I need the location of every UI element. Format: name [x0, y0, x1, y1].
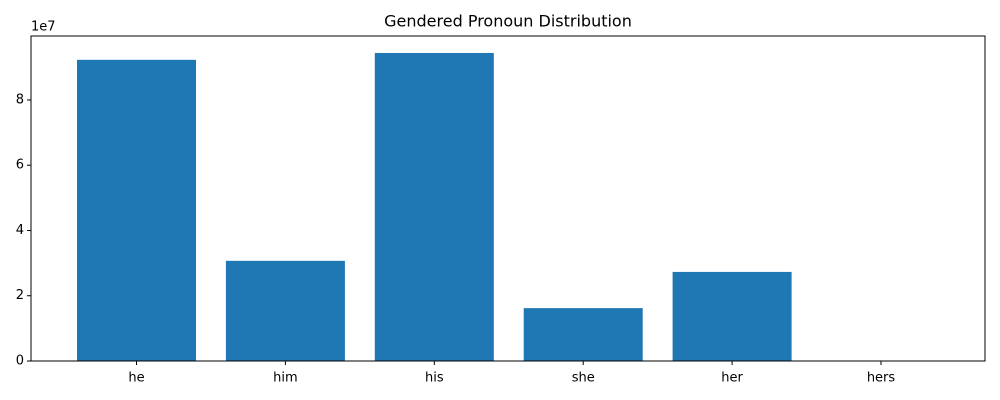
- bar: [672, 271, 792, 361]
- x-tick-label: he: [128, 371, 144, 386]
- bar: [77, 59, 196, 361]
- y-tick-label: 8: [16, 92, 24, 107]
- bar: [225, 260, 345, 361]
- bar: [523, 308, 643, 361]
- chart-title: Gendered Pronoun Distribution: [384, 12, 632, 31]
- y-tick-label: 0: [16, 354, 24, 369]
- plot-frame: [30, 35, 986, 362]
- y-tick-label: 6: [16, 158, 24, 173]
- x-tick-label: hers: [867, 371, 896, 386]
- y-tick-label: 2: [16, 288, 24, 303]
- x-tick-label: him: [273, 371, 298, 386]
- x-tick-label: she: [572, 371, 595, 386]
- y-tick-label: 4: [16, 223, 24, 238]
- x-tick-label: his: [425, 371, 444, 386]
- x-tick-label: her: [721, 371, 743, 386]
- bar: [374, 52, 494, 362]
- y-offset-label: 1e7: [31, 20, 56, 35]
